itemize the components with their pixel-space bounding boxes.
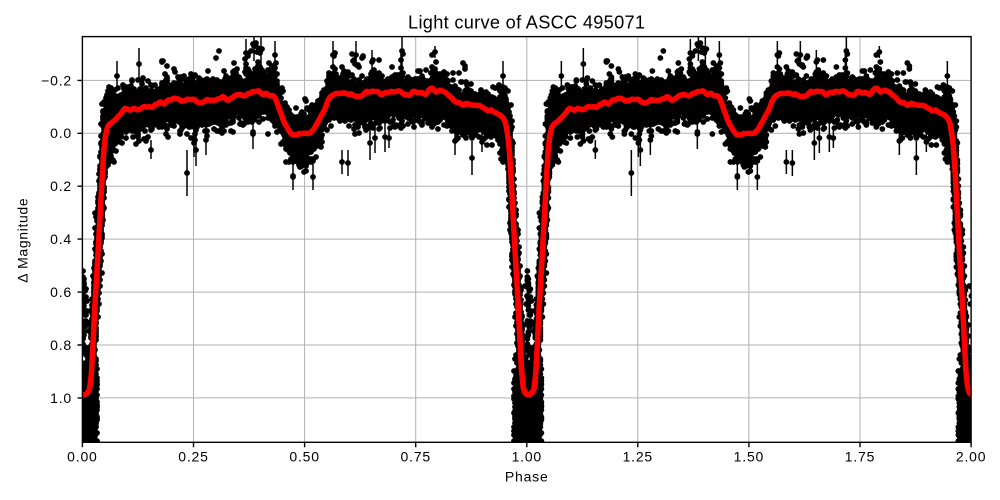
svg-text:1.25: 1.25 [623,449,653,465]
svg-text:0.75: 0.75 [400,449,430,465]
svg-text:0.0: 0.0 [50,125,72,141]
svg-text:1.50: 1.50 [734,449,764,465]
svg-text:0.2: 0.2 [50,178,72,194]
svg-text:Δ Magnitude: Δ Magnitude [14,198,30,283]
svg-text:0.4: 0.4 [50,231,72,247]
svg-text:0.50: 0.50 [289,449,319,465]
svg-text:2.00: 2.00 [956,449,986,465]
svg-text:0.25: 0.25 [178,449,208,465]
svg-text:Light curve of ASCC 495071: Light curve of ASCC 495071 [408,12,645,32]
svg-text:0.6: 0.6 [50,284,72,300]
svg-text:Phase: Phase [505,468,549,484]
svg-text:−0.2: −0.2 [41,72,72,88]
svg-text:1.75: 1.75 [845,449,875,465]
svg-text:1.0: 1.0 [50,390,72,406]
svg-text:0.00: 0.00 [67,449,97,465]
svg-text:1.00: 1.00 [512,449,542,465]
svg-text:0.8: 0.8 [50,337,72,353]
